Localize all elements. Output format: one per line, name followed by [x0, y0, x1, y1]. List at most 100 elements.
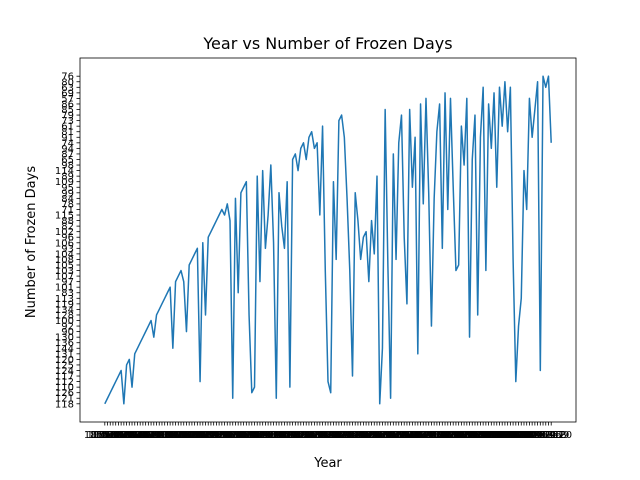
y-tick-label: 76 — [61, 72, 74, 83]
x-tick-label: 1988-89 — [446, 430, 488, 441]
y-tick-label: 82 — [61, 222, 74, 233]
x-tick-label: 1863-64 — [106, 430, 148, 441]
x-tick-label: 1876-77 — [141, 430, 183, 441]
y-tick-label: 80 — [61, 77, 74, 88]
x-tick-label: 1996-97 — [468, 430, 510, 441]
y-tick-label: 112 — [55, 377, 74, 388]
x-tick-label: 1999-00 — [476, 430, 518, 441]
x-tick-label: 1995-96 — [465, 430, 507, 441]
x-tick-label: 1927-28 — [280, 430, 322, 441]
y-tick-label: 118 — [55, 399, 74, 410]
x-tick-label: 1913-14 — [242, 430, 284, 441]
y-tick-label: 103 — [55, 266, 74, 277]
data-line — [104, 75, 552, 405]
y-tick-label: 96 — [61, 233, 74, 244]
y-tick-label: 98 — [61, 161, 74, 172]
x-tick-label: 1906-07 — [223, 430, 265, 441]
x-tick-label: 1861-62 — [100, 430, 142, 441]
y-tick-label: 104 — [55, 249, 74, 260]
x-tick-label: 1933-34 — [296, 430, 338, 441]
x-tick-label: 1875-76 — [138, 430, 180, 441]
x-tick-label: 1949-50 — [340, 430, 382, 441]
x-tick-label: 1902-03 — [212, 430, 254, 441]
x-tick-label: 1921-22 — [264, 430, 306, 441]
x-tick-label: 1885-86 — [166, 430, 208, 441]
x-tick-label: 1858-59 — [92, 430, 134, 441]
x-tick-label: 1966-67 — [386, 430, 428, 441]
x-tick-label: 2013-14 — [514, 430, 556, 441]
x-tick-label: 1948-49 — [337, 430, 379, 441]
y-tick-label: 88 — [61, 216, 74, 227]
y-tick-label: 85 — [61, 105, 74, 116]
x-tick-label: 1983-84 — [432, 430, 474, 441]
x-tick-label: 1874-75 — [136, 430, 178, 441]
x-tick-label: 2000-01 — [479, 430, 521, 441]
x-tick-label: 2006-07 — [495, 430, 537, 441]
x-tick-label: 1895-96 — [193, 430, 235, 441]
x-tick-label: 1899-00 — [204, 430, 246, 441]
y-tick-label: 95 — [61, 183, 74, 194]
x-tick-label: 2004-05 — [489, 430, 531, 441]
x-tick-label: 1976-77 — [413, 430, 455, 441]
x-tick-label: 1998-99 — [473, 430, 515, 441]
y-tick-label: 87 — [61, 149, 74, 160]
x-tick-label: 1867-68 — [117, 430, 159, 441]
x-tick-label: 1892-93 — [185, 430, 227, 441]
x-tick-label: 2016-17 — [522, 430, 564, 441]
x-tick-label: 2003-04 — [487, 430, 529, 441]
x-tick-label: 1880-81 — [152, 430, 194, 441]
x-tick-label: 1946-47 — [332, 430, 374, 441]
x-tick-label: 1915-16 — [247, 430, 289, 441]
x-tick-label: 1873-74 — [133, 430, 175, 441]
x-tick-label: 1926-27 — [277, 430, 319, 441]
x-tick-label: 1963-64 — [378, 430, 420, 441]
x-tick-label: 1956-57 — [359, 430, 401, 441]
y-tick-label: 109 — [55, 177, 74, 188]
x-tick-label: 1920-21 — [261, 430, 303, 441]
x-tick-label: 1942-43 — [321, 430, 363, 441]
x-tick-label: 1939-40 — [313, 430, 355, 441]
x-tick-label: 1888-89 — [174, 430, 216, 441]
x-tick-label: 1928-29 — [283, 430, 325, 441]
y-tick-label: 61 — [61, 122, 74, 133]
x-tick-label: 1944-45 — [326, 430, 368, 441]
x-tick-label: 1962-63 — [375, 430, 417, 441]
x-tick-label: 1897-98 — [198, 430, 240, 441]
x-tick-label: 2017-18 — [525, 430, 567, 441]
x-tick-label: 1868-69 — [119, 430, 161, 441]
x-tick-label: 1914-15 — [244, 430, 286, 441]
y-tick-label: 102 — [55, 227, 74, 238]
x-tick-label: 1984-85 — [435, 430, 477, 441]
x-tick-label: 1961-62 — [372, 430, 414, 441]
x-tick-label: 1859-60 — [95, 430, 137, 441]
x-tick-label: 1938-39 — [310, 430, 352, 441]
x-tick-label: 1937-38 — [307, 430, 349, 441]
x-tick-label: 1871-72 — [127, 430, 169, 441]
x-tick-label: 1958-59 — [364, 430, 406, 441]
x-tick-label: 1982-83 — [430, 430, 472, 441]
x-tick-label: 2009-10 — [503, 430, 545, 441]
x-tick-label: 2010-11 — [506, 430, 548, 441]
y-tick-label: 84 — [61, 194, 74, 205]
x-tick-label: 1893-94 — [187, 430, 229, 441]
x-tick-label: 1932-33 — [293, 430, 335, 441]
x-tick-label: 1990-91 — [451, 430, 493, 441]
x-tick-label: 1894-95 — [190, 430, 232, 441]
x-tick-label: 1860-61 — [98, 430, 140, 441]
y-tick-label: 79 — [61, 111, 74, 122]
x-tick-label: 1945-46 — [329, 430, 371, 441]
x-tick-label: 1955-56 — [356, 430, 398, 441]
x-tick-label: 1869-70 — [122, 430, 164, 441]
x-tick-label: 1959-60 — [367, 430, 409, 441]
x-tick-label: 1971-72 — [400, 430, 442, 441]
x-tick-label: 1901-02 — [209, 430, 251, 441]
x-tick-label: 1857-58 — [89, 430, 131, 441]
y-tick-label: 108 — [55, 255, 74, 266]
x-tick-label: 1862-63 — [103, 430, 145, 441]
y-tick-label: 97 — [61, 277, 74, 288]
x-tick-label: 1923-24 — [269, 430, 311, 441]
x-tick-label: 1993-94 — [460, 430, 502, 441]
x-tick-label: 1896-97 — [196, 430, 238, 441]
x-tick-label: 1952-53 — [348, 430, 390, 441]
